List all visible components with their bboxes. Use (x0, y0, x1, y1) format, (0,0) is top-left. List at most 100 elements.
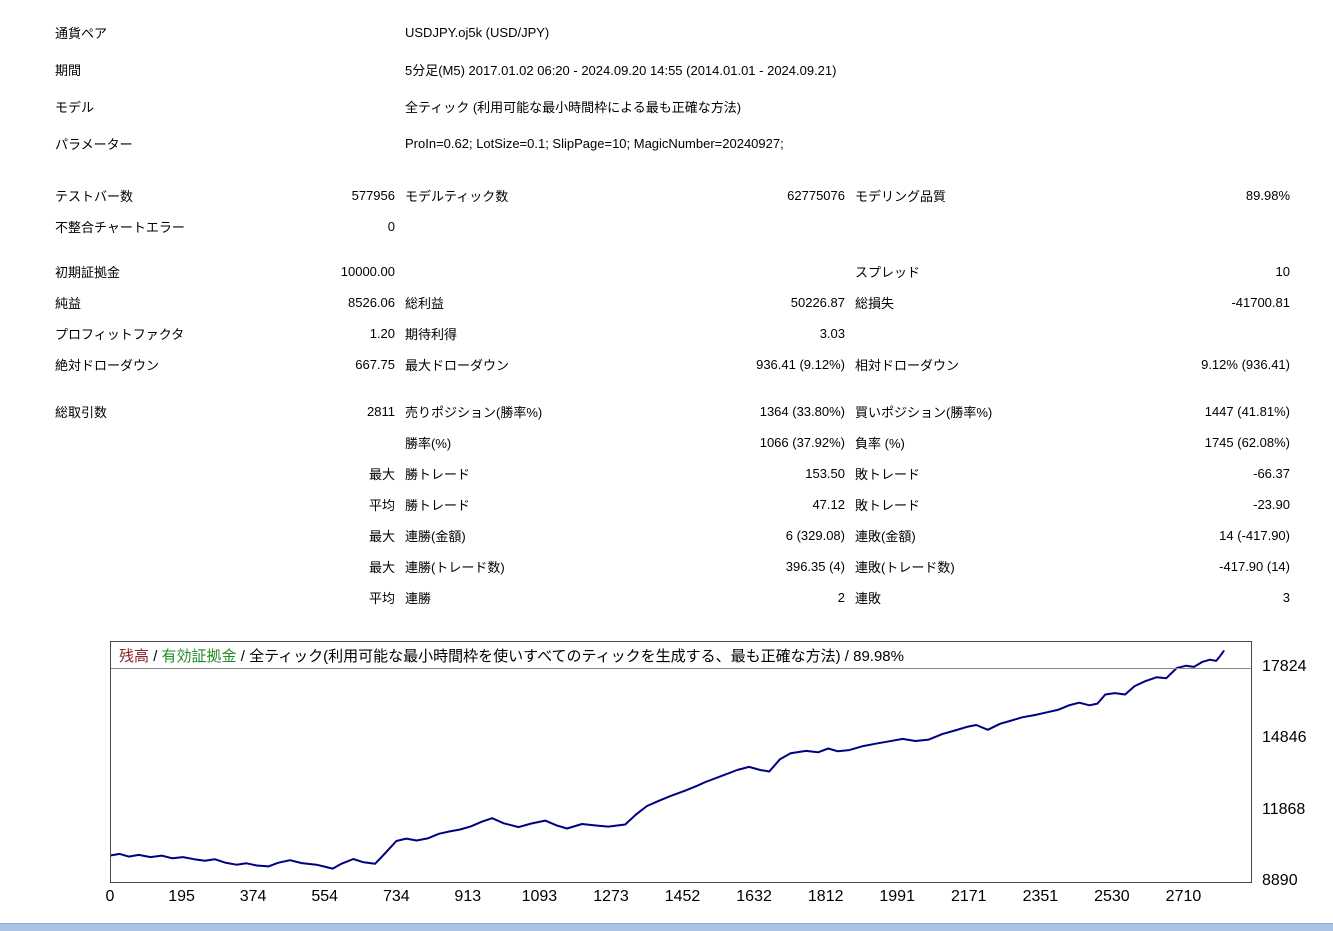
stat-value-1: 最大 (368, 529, 395, 544)
stats-row: 最大 連勝(金額) 6 (329.08) 連敗(金額) 14 (-417.90) (55, 520, 1333, 551)
x-axis-label: 1991 (879, 888, 915, 905)
stat-label-2: 連勝(トレード数) (405, 560, 505, 575)
stat-value-1: 0 (387, 219, 395, 234)
x-axis-label: 554 (311, 888, 339, 905)
stat-value-3: -417.90 (14) (1219, 559, 1290, 574)
stat-value-3: -23.90 (1253, 497, 1290, 512)
x-axis-labels: 0 195 374 554 734 913 1093 1273 1452 1632 1812 1991… (106, 886, 1252, 912)
y-axis-label: 8890 (1262, 872, 1298, 889)
legend-separator: / (153, 648, 158, 665)
x-axis-label: 734 (382, 888, 410, 905)
stats-group-modelling: テストバー数 577956 モデルティック数 62775076 モデリング品質 … (55, 180, 1333, 242)
y-axis-label: 17824 (1262, 657, 1307, 675)
stat-value-1: 10000.00 (340, 264, 395, 279)
legend-divider (111, 668, 1251, 669)
header-row-value: USDJPY.oj5k (USD/JPY) (405, 25, 550, 40)
balance-chart-area: 残高 / 有効証拠金 / 全ティック(利用可能な最小時間枠を使いすべてのティック… (106, 641, 1333, 912)
stats-row: 初期証拠金 10000.00 スプレッド 10 (55, 256, 1333, 287)
legend-equity-label: 有効証拠金 (161, 648, 237, 665)
stat-label-1: 初期証拠金 (55, 265, 121, 280)
x-axis-label: 1812 (807, 888, 844, 905)
x-axis-label: 2351 (1022, 888, 1059, 905)
stat-label-3: 敗トレード (855, 467, 921, 482)
stat-label-1: 総取引数 (55, 405, 108, 420)
report-header: 通貨ペア USDJPY.oj5k (USD/JPY) 期間 5分足(M5) 20… (55, 14, 1333, 162)
y-axis-label: 11868 (1262, 800, 1306, 818)
stat-label-1: 不整合チャートエラー (55, 220, 185, 235)
stat-label-2: 最大ドローダウン (405, 358, 510, 373)
stats-row: 平均 連勝 2 連敗 3 (55, 582, 1333, 613)
header-row: 通貨ペア USDJPY.oj5k (USD/JPY) (55, 14, 1333, 51)
stat-value-2: 1364 (33.80%) (759, 404, 845, 419)
stat-label-2: 売りポジション(勝率%) (405, 405, 543, 420)
stat-label-2: 連勝 (405, 591, 432, 606)
stat-value-1: 平均 (368, 591, 395, 606)
stat-label-2: 勝率(%) (405, 436, 452, 451)
header-row: モデル 全ティック (利用可能な最小時間枠による最も正確な方法) (55, 88, 1333, 125)
header-row-label: パラメーター (55, 137, 133, 152)
legend-separator: / (240, 648, 245, 665)
balance-chart: 残高 / 有効証拠金 / 全ティック(利用可能な最小時間枠を使いすべてのティック… (110, 641, 1252, 883)
stat-value-1: 最大 (368, 560, 395, 575)
stats-row: 不整合チャートエラー 0 (55, 211, 1333, 242)
x-axis-label: 374 (239, 888, 267, 905)
x-axis-label: 1273 (593, 888, 629, 905)
header-row: 期間 5分足(M5) 2017.01.02 06:20 - 2024.09.20… (55, 51, 1333, 88)
stat-label-3: 買いポジション(勝率%) (855, 405, 993, 420)
header-row-value: ProIn=0.62; LotSize=0.1; SlipPage=10; Ma… (405, 136, 784, 151)
stat-value-1: 667.75 (355, 357, 395, 372)
legend-balance-label: 残高 (119, 648, 150, 665)
strategy-tester-report: 通貨ペア USDJPY.oj5k (USD/JPY) 期間 5分足(M5) 20… (55, 14, 1333, 912)
stats-row: 純益 8526.06 総利益 50226.87 総損失 -41700.81 (55, 287, 1333, 318)
header-row-label: モデル (55, 100, 95, 115)
stat-value-1: 577956 (351, 188, 395, 203)
x-axis-label: 195 (168, 888, 195, 905)
stat-label-2: モデルティック数 (405, 189, 509, 204)
bottom-window-strip (0, 923, 1333, 931)
stat-label-1: 絶対ドローダウン (55, 358, 160, 373)
stat-label-2: 総利益 (405, 296, 445, 311)
stat-label-3: 連敗(トレード数) (855, 560, 955, 575)
stats-row: 勝率(%) 1066 (37.92%) 負率 (%) 1745 (62.08%) (55, 427, 1333, 458)
stat-label-2: 連勝(金額) (405, 529, 466, 544)
stat-label-1: プロフィットファクタ (55, 327, 185, 342)
x-axis-label: 2710 (1165, 888, 1202, 905)
stat-value-3: 9.12% (936.41) (1201, 357, 1290, 372)
stat-label-3: 負率 (%) (855, 436, 905, 451)
stats-group-trades: 総取引数 2811 売りポジション(勝率%) 1364 (33.80%) 買いポ… (55, 396, 1333, 613)
stat-label-3: 相対ドローダウン (855, 358, 960, 373)
stat-value-3: 14 (-417.90) (1219, 528, 1290, 543)
stats-row: 最大 連勝(トレード数) 396.35 (4) 連敗(トレード数) -417.9… (55, 551, 1333, 582)
balance-curve (111, 650, 1225, 870)
balance-chart-svg (111, 650, 1225, 870)
stats-row: プロフィットファクタ 1.20 期待利得 3.03 (55, 318, 1333, 349)
stats-row: 最大 勝トレード 153.50 敗トレード -66.37 (55, 458, 1333, 489)
stat-value-3: 1745 (62.08%) (1204, 435, 1290, 450)
header-row-label: 期間 (55, 63, 82, 78)
stat-value-2: 47.12 (812, 497, 845, 512)
stats-row: 平均 勝トレード 47.12 敗トレード -23.90 (55, 489, 1333, 520)
header-row-value: 全ティック (利用可能な最小時間枠による最も正確な方法) (405, 100, 742, 115)
stat-label-3: スプレッド (855, 265, 921, 280)
x-axis-label: 913 (454, 888, 482, 905)
x-axis-label: 1093 (521, 888, 558, 905)
header-row: パラメーター ProIn=0.62; LotSize=0.1; SlipPage… (55, 125, 1333, 162)
stat-value-1: 8526.06 (348, 295, 395, 310)
chart-legend: 残高 / 有効証拠金 / 全ティック(利用可能な最小時間枠を使いすべてのティック… (119, 645, 904, 666)
stat-value-2: 396.35 (4) (785, 559, 845, 574)
stat-value-3: 1447 (41.81%) (1204, 404, 1290, 419)
stat-label-2: 勝トレード (405, 498, 471, 513)
stat-label-1: 純益 (55, 296, 82, 311)
legend-model-description: 全ティック(利用可能な最小時間枠を使いすべてのティックを生成する、最も正確な方法… (249, 648, 904, 665)
stat-value-2: 2 (837, 590, 845, 605)
stat-label-3: 敗トレード (855, 498, 921, 513)
stat-value-2: 153.50 (805, 466, 845, 481)
stat-value-3: 89.98% (1245, 188, 1290, 203)
y-axis-label: 14846 (1262, 729, 1307, 747)
stat-value-1: 最大 (368, 467, 395, 482)
stats-row: 総取引数 2811 売りポジション(勝率%) 1364 (33.80%) 買いポ… (55, 396, 1333, 427)
stat-value-2: 62775076 (787, 188, 845, 203)
stat-label-3: 連敗(金額) (855, 529, 916, 544)
stat-label-2: 勝トレード (405, 467, 471, 482)
stat-value-3: -66.37 (1253, 466, 1290, 481)
